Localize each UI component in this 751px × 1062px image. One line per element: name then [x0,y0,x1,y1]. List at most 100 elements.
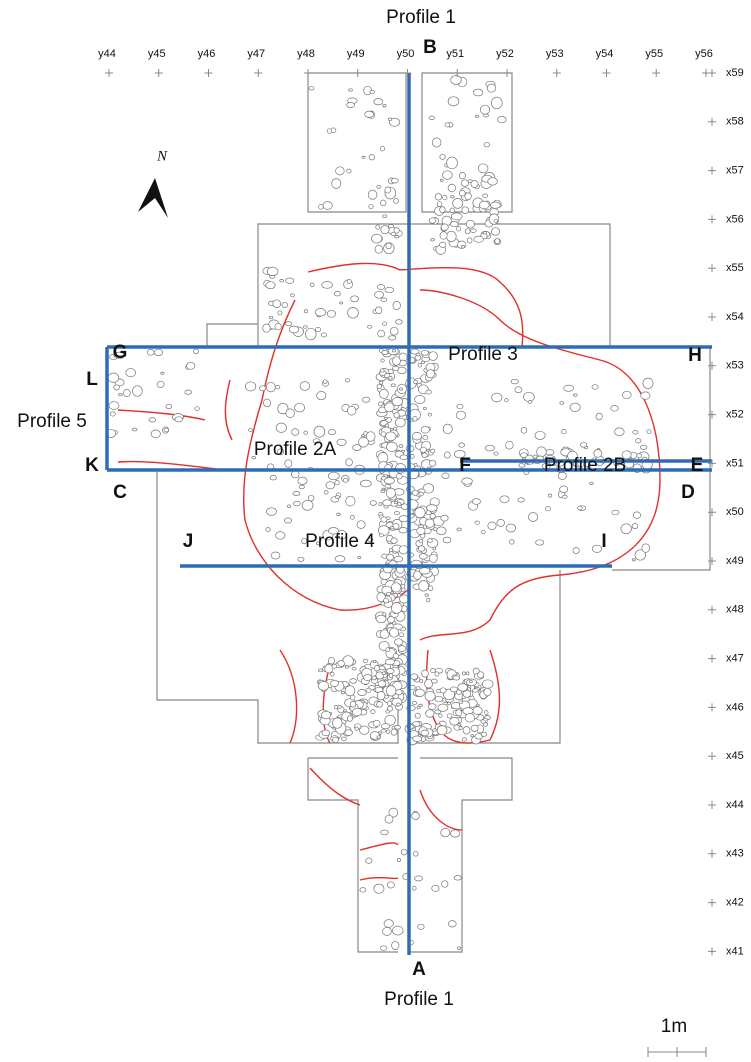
stone [429,554,437,562]
stone [381,226,389,234]
stone [437,726,447,735]
stone [483,231,486,234]
stone [431,669,436,673]
stone [633,512,640,519]
stone [448,184,455,192]
stone [385,187,391,193]
stone [386,710,390,713]
stone [353,708,362,716]
stone [445,452,451,458]
stone [432,885,439,891]
point-label: J [183,531,194,552]
stone [524,392,535,401]
stone [385,484,391,488]
stone [451,76,462,85]
stone [383,613,386,616]
stone [443,424,452,434]
stone [485,711,489,715]
stone [425,691,435,701]
stone [164,428,169,432]
stone [322,730,330,736]
stone [428,586,433,591]
stone [399,388,402,390]
stone [479,201,489,209]
site-plan: y44y45y46y47y48y49y50y51y52y53y54y55y56x… [0,0,751,1062]
grid-cross [105,69,113,77]
stone [114,385,120,390]
stone [385,424,388,427]
stone [350,701,356,707]
stone [338,706,342,709]
stone [390,527,394,529]
stone [401,584,405,588]
stone [355,727,359,730]
stone [321,333,326,337]
stone [376,307,382,314]
stone [314,426,325,437]
stone [429,116,434,120]
grid-cross [708,264,716,272]
row-label: x44 [726,799,744,811]
profile-label: Profile 4 [305,531,375,552]
stone [298,557,304,561]
stone [377,702,383,708]
stone [440,242,446,247]
grid-cross [155,69,163,77]
stone [327,129,332,134]
stone [369,204,373,209]
stone [453,676,460,680]
stone [362,156,365,158]
stone [495,239,500,244]
stones [106,76,653,951]
stone [352,667,356,670]
stone [521,427,527,433]
stone [458,947,461,950]
stone [440,207,446,213]
column-label: y49 [347,48,365,60]
grid-cross [603,69,611,77]
grid-cross [708,850,716,858]
stone [124,389,131,396]
stone [266,382,275,392]
stone [426,710,434,718]
stone [119,393,123,395]
stone [389,549,392,552]
stone [381,724,389,729]
stone [294,501,301,506]
stone [435,696,443,702]
stone [380,389,389,398]
stone [378,330,385,337]
stone [322,282,333,289]
stone [359,437,369,447]
stone [382,488,385,490]
stone [412,702,416,705]
stone [419,492,424,496]
stone [270,475,276,480]
stone [394,228,399,234]
stone [383,322,387,326]
stone [475,521,480,524]
stone [185,390,192,394]
stone [423,407,426,409]
stone [621,524,632,534]
stone [611,406,619,412]
stone [476,704,479,706]
stone [386,554,393,560]
stone [132,428,137,431]
stone [284,518,291,523]
stone [377,384,381,389]
stone [299,485,304,489]
stone [422,670,429,677]
row-label: x45 [726,750,744,762]
stone [350,679,357,684]
stone [510,540,515,545]
stone [411,454,415,458]
grid-cross [708,313,716,321]
stone [426,390,432,394]
row-label: x58 [726,116,744,128]
stone [465,714,475,723]
stone [379,402,384,406]
stone [425,594,428,596]
column-label: y52 [496,48,514,60]
grid-cross [708,752,716,760]
